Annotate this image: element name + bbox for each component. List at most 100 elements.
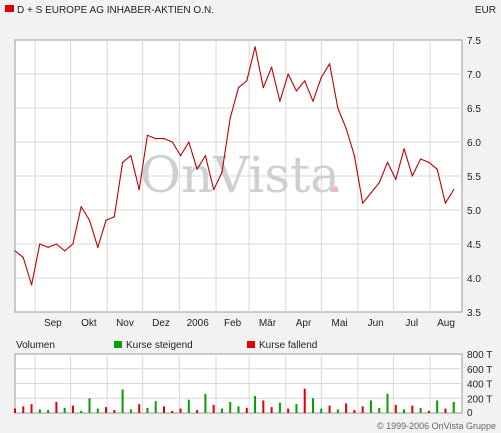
price-point (138, 189, 140, 191)
volume-bar (237, 406, 240, 413)
price-point (411, 175, 413, 177)
price-y-tick-label: 6.5 (467, 104, 481, 115)
price-y-tick-label: 7.0 (467, 70, 481, 81)
volume-bar (436, 400, 439, 413)
price-point (436, 168, 438, 170)
volume-bar (336, 409, 339, 413)
currency-label: EUR (475, 5, 496, 16)
price-y-tick-label: 3.5 (467, 308, 481, 319)
price-x-ticks: Sep Okt Nov Dez 2006 Feb Mär Apr Mai Jun Jul Aug (44, 318, 455, 329)
price-point (130, 155, 132, 157)
volume-y-ticks: 0 200 T 400 T 600 T 800 T (467, 350, 492, 419)
volume-bar (71, 405, 74, 413)
price-point (30, 284, 33, 286)
price-y-tick-label: 4.5 (467, 240, 481, 251)
volume-bar (361, 406, 364, 413)
volume-label: Volumen (16, 340, 55, 351)
price-point (262, 87, 264, 89)
volume-bar (328, 405, 331, 413)
volume-y-tick-label: 800 T (467, 350, 492, 361)
price-point (146, 134, 149, 136)
rising-legend-swatch (114, 341, 122, 348)
price-y-tick-label: 6.0 (467, 138, 481, 149)
volume-bar (55, 401, 58, 413)
price-x-tick-label: Jul (405, 318, 418, 329)
price-x-tick-label: Mär (259, 318, 277, 329)
price-point (403, 148, 405, 150)
volume-bar (444, 408, 447, 413)
price-point (304, 80, 306, 82)
price-x-tick-label: Okt (81, 318, 97, 329)
price-point (72, 243, 74, 245)
price-point (163, 138, 165, 140)
price-x-tick-label: Apr (296, 318, 312, 329)
volume-y-tick-label: 400 T (467, 380, 492, 391)
price-point (386, 161, 389, 163)
price-point (105, 219, 107, 221)
price-point (420, 158, 422, 160)
volume-bar (220, 408, 223, 413)
volume-bar (146, 407, 149, 413)
price-point (370, 192, 372, 194)
price-x-tick-label: Mai (332, 318, 348, 329)
volume-bar (38, 409, 41, 413)
rising-legend-label: Kurse steigend (126, 340, 193, 351)
price-point (179, 155, 182, 157)
price-point (171, 141, 173, 143)
price-point (337, 107, 339, 109)
volume-bar (278, 402, 281, 413)
volume-bar (121, 389, 124, 413)
volume-bar (353, 410, 356, 413)
volume-bar (270, 407, 273, 413)
price-point (155, 138, 157, 140)
volume-bar (154, 401, 157, 413)
price-point (320, 76, 322, 78)
volume-bar (262, 400, 265, 413)
volume-bar (295, 404, 298, 413)
volume-bar (96, 408, 99, 413)
volume-y-tick-label: 600 T (467, 365, 492, 376)
volume-bar (30, 404, 33, 413)
volume-bar (80, 410, 83, 413)
price-point (328, 63, 331, 65)
volume-bar (452, 401, 455, 413)
price-y-ticks: 3.5 4.0 4.5 5.0 5.5 6.0 6.5 7.0 7.5 (467, 36, 481, 319)
price-point (221, 172, 223, 174)
price-point (55, 243, 57, 245)
price-y-tick-label: 5.0 (467, 206, 481, 217)
volume-bar (129, 409, 132, 413)
volume-bar (303, 388, 306, 413)
price-grid (15, 40, 462, 312)
volume-bars (14, 388, 455, 413)
price-point (453, 189, 455, 191)
volume-bar (22, 406, 25, 413)
price-point (287, 73, 289, 75)
falling-legend-label: Kurse fallend (259, 340, 317, 351)
price-point (312, 100, 314, 102)
volume-bar (113, 410, 116, 413)
volume-bar (88, 398, 91, 413)
copyright: © 1999-2006 OnVista Gruppe (377, 421, 496, 431)
price-point (345, 127, 347, 129)
volume-bar (105, 407, 108, 413)
price-series (14, 46, 455, 286)
price-x-tick-label: Dez (152, 318, 170, 329)
volume-bar (229, 401, 232, 413)
price-y-tick-label: 5.5 (467, 172, 481, 183)
chart-title: D + S EUROPE AG INHABER-AKTIEN O.N. (17, 5, 214, 16)
price-x-tick-label: 2006 (187, 318, 210, 329)
volume-bar (345, 403, 348, 413)
volume-bar (196, 410, 199, 413)
volume-bar (187, 399, 190, 413)
volume-bar (403, 409, 406, 413)
price-point (237, 87, 240, 89)
volume-bar (212, 404, 215, 413)
price-point (97, 246, 99, 248)
volume-bar (312, 398, 314, 413)
price-point (64, 250, 66, 252)
price-point (22, 257, 24, 259)
price-point (254, 46, 256, 48)
price-point (88, 219, 91, 221)
price-point (80, 206, 82, 208)
